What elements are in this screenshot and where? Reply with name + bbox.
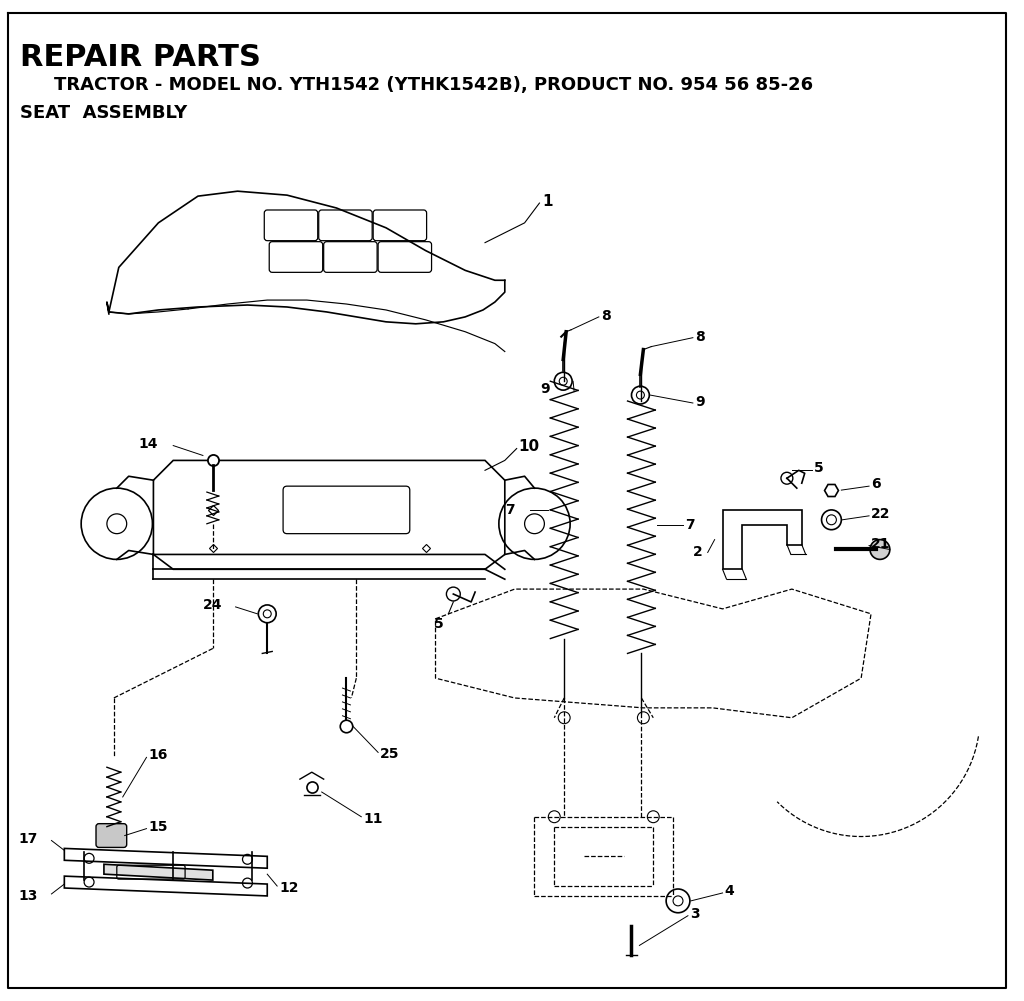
Text: SEAT  ASSEMBLY: SEAT ASSEMBLY <box>19 104 187 122</box>
Text: 14: 14 <box>139 436 159 450</box>
Text: 5: 5 <box>814 461 823 475</box>
Text: 2: 2 <box>693 546 702 560</box>
Text: TRACTOR - MODEL NO. YTH1542 (YTHK1542B), PRODUCT NO. 954 56 85-26: TRACTOR - MODEL NO. YTH1542 (YTHK1542B),… <box>54 76 813 94</box>
Text: 13: 13 <box>18 889 38 903</box>
Text: 3: 3 <box>690 907 699 921</box>
Text: 4: 4 <box>725 884 734 898</box>
Text: 8: 8 <box>695 329 705 343</box>
Text: REPAIR PARTS: REPAIR PARTS <box>19 43 261 72</box>
Polygon shape <box>103 864 213 880</box>
Text: 6: 6 <box>871 477 881 491</box>
Text: 24: 24 <box>203 598 222 612</box>
Text: 7: 7 <box>505 503 515 517</box>
Text: 21: 21 <box>871 537 891 551</box>
Text: 9: 9 <box>695 395 705 409</box>
Text: 15: 15 <box>148 820 168 834</box>
Text: 11: 11 <box>364 812 383 826</box>
Text: 12: 12 <box>280 881 299 895</box>
Text: 8: 8 <box>601 309 610 323</box>
Text: 9: 9 <box>541 382 550 396</box>
Text: 10: 10 <box>519 439 540 454</box>
FancyBboxPatch shape <box>96 824 127 848</box>
Text: 22: 22 <box>871 507 891 521</box>
Text: 17: 17 <box>18 832 38 846</box>
Text: 25: 25 <box>380 748 399 762</box>
Text: 5: 5 <box>433 617 443 631</box>
Text: 16: 16 <box>148 749 168 763</box>
Circle shape <box>870 540 890 560</box>
Text: 1: 1 <box>543 193 553 208</box>
Text: 7: 7 <box>685 518 694 532</box>
